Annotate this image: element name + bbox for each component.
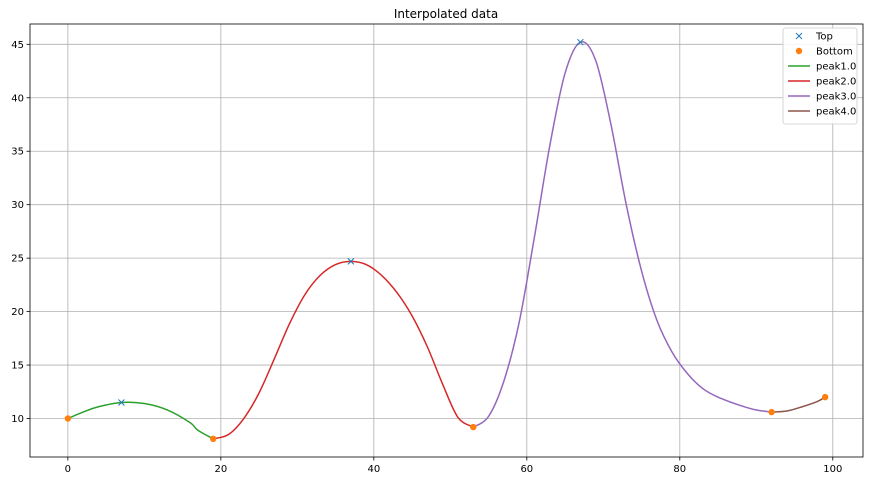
y-tick-label: 35 bbox=[11, 147, 24, 158]
bottom-marker bbox=[821, 393, 829, 401]
chart-title: Interpolated data bbox=[394, 7, 498, 21]
top-marker bbox=[577, 38, 584, 46]
top-marker-stroke bbox=[347, 257, 355, 265]
series-line-peak3-0 bbox=[472, 41, 772, 428]
legend: Top Bottom peak1.0 peak2.0 peak3.0 peak4.0 bbox=[782, 27, 858, 125]
top-marker-stroke bbox=[577, 38, 584, 46]
legend-label: peak2.0 bbox=[816, 77, 856, 88]
legend-label: peak4.0 bbox=[816, 107, 856, 118]
bottom-marker bbox=[64, 415, 72, 422]
legend-swatch-top-stroke bbox=[795, 32, 803, 40]
bottom-marker bbox=[470, 423, 477, 431]
bottom-marker bbox=[768, 408, 775, 416]
legend-label: peak1.0 bbox=[816, 62, 856, 73]
y-tick-label: 45 bbox=[11, 40, 24, 51]
plot-frame bbox=[29, 23, 864, 458]
tick-layer: 0 20 40 60 80 100 10 15 20 25 30 35 40 45 bbox=[11, 40, 842, 475]
x-tick-label: 40 bbox=[367, 464, 380, 475]
legend-swatch-bottom bbox=[795, 47, 803, 55]
x-tick-label: 20 bbox=[214, 464, 227, 475]
legend-label: Top bbox=[815, 32, 833, 43]
y-tick-label: 10 bbox=[11, 414, 24, 425]
y-tick-label: 25 bbox=[11, 254, 24, 265]
marker-layer bbox=[64, 38, 829, 443]
series-line-peak1-0 bbox=[67, 401, 214, 440]
series-layer bbox=[67, 41, 826, 440]
top-marker bbox=[118, 399, 125, 406]
x-tick-label: 0 bbox=[65, 464, 71, 475]
series-line-peak2-0 bbox=[212, 260, 474, 440]
x-tick-label: 80 bbox=[673, 464, 686, 475]
top-marker-stroke bbox=[118, 399, 125, 406]
y-tick-label: 20 bbox=[11, 307, 24, 318]
top-marker bbox=[347, 257, 355, 265]
bottom-marker bbox=[209, 435, 217, 443]
x-tick-label: 60 bbox=[520, 464, 533, 475]
legend-label: peak3.0 bbox=[816, 92, 856, 103]
legend-label: Bottom bbox=[816, 47, 853, 58]
series-line-peak4-0 bbox=[771, 396, 826, 413]
y-tick-label: 15 bbox=[11, 361, 24, 372]
legend-swatch-top bbox=[795, 32, 803, 40]
y-tick-label: 30 bbox=[11, 200, 24, 211]
y-tick-label: 40 bbox=[11, 93, 24, 104]
x-tick-label: 100 bbox=[823, 464, 842, 475]
